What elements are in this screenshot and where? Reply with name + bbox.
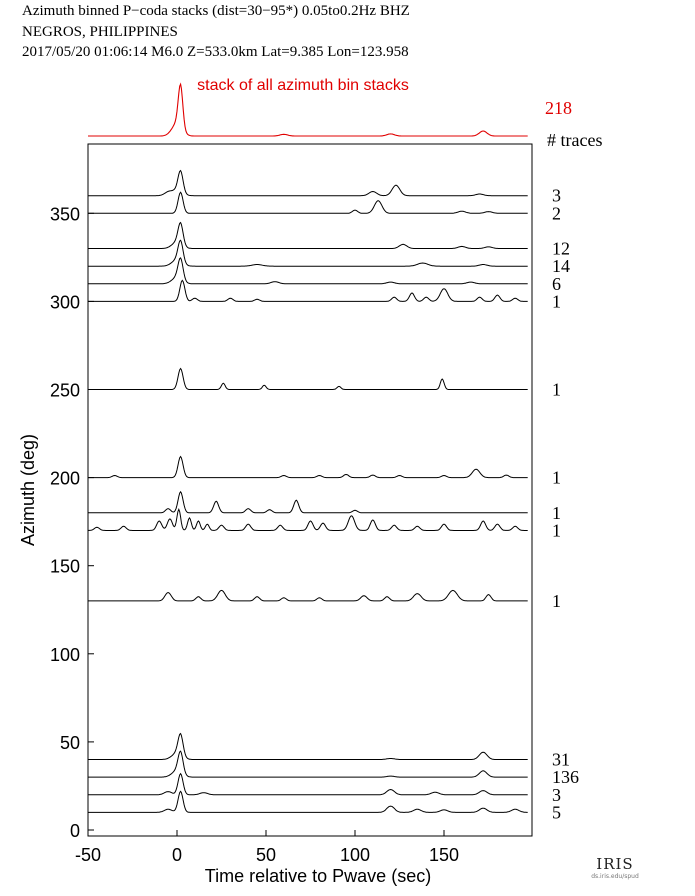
y-tick-label: 0	[70, 821, 80, 841]
trace-count-az-250: 1	[552, 380, 561, 400]
y-tick-label: 50	[60, 733, 80, 753]
iris-logo-url: ds.iris.edu/spud	[591, 873, 639, 880]
iris-logo-text: IRIS	[596, 855, 634, 873]
trace-az-320	[88, 239, 528, 267]
trace-count-az-350: 2	[552, 203, 561, 223]
trace-count-az-170: 1	[552, 520, 561, 540]
trace-az-180	[88, 490, 528, 514]
trace-count-az-300: 1	[552, 291, 561, 311]
trace-az-130	[88, 589, 528, 602]
trace-count-az-310: 6	[552, 274, 561, 294]
trace-count-az-320: 14	[552, 256, 570, 276]
trace-az-30	[88, 750, 528, 778]
stack-count: 218	[545, 98, 572, 118]
x-tick-label: 0	[172, 845, 182, 865]
y-axis-label: Azimuth (deg)	[18, 434, 38, 546]
trace-az-360	[88, 169, 528, 197]
iris-logo: IRIS ds.iris.edu/spud	[590, 855, 640, 885]
y-tick-label: 250	[50, 381, 80, 401]
x-tick-label: -50	[75, 845, 101, 865]
stack-label: stack of all azimuth bin stacks	[197, 77, 409, 94]
y-tick-label: 300	[50, 292, 80, 312]
trace-count-az-30: 136	[552, 767, 579, 787]
x-tick-label: 150	[429, 845, 459, 865]
trace-az-40	[88, 732, 528, 760]
trace-az-350	[88, 191, 528, 214]
count-header: # traces	[547, 130, 602, 150]
y-tick-label: 100	[50, 645, 80, 665]
trace-count-az-360: 3	[552, 186, 561, 206]
x-axis-label: Time relative to Pwave (sec)	[205, 866, 431, 886]
title-line-3: 2017/05/20 01:06:14 M6.0 Z=533.0km Lat=9…	[22, 44, 409, 60]
y-tick-label: 150	[50, 557, 80, 577]
trace-az-250	[88, 367, 528, 390]
title-line-1: Azimuth binned P−coda stacks (dist=30−95…	[22, 3, 410, 19]
trace-az-310	[88, 257, 528, 285]
trace-az-330	[88, 221, 528, 249]
stack-trace	[88, 82, 528, 137]
y-tick-label: 200	[50, 469, 80, 489]
x-tick-label: 100	[340, 845, 370, 865]
trace-az-20	[88, 772, 528, 796]
trace-count-az-180: 1	[552, 503, 561, 523]
trace-count-az-130: 1	[552, 591, 561, 611]
title-line-2: NEGROS, PHILIPPINES	[22, 24, 178, 40]
plot-frame	[87, 143, 533, 837]
trace-az-200	[88, 455, 528, 479]
trace-count-az-200: 1	[552, 468, 561, 488]
trace-az-10	[88, 790, 528, 813]
trace-az-170	[87, 508, 528, 531]
trace-az-300	[88, 279, 528, 302]
trace-count-az-330: 12	[552, 239, 570, 259]
trace-count-az-40: 31	[552, 750, 570, 770]
trace-count-az-10: 5	[552, 802, 561, 822]
y-tick-label: 350	[50, 204, 80, 224]
trace-count-az-20: 3	[552, 785, 561, 805]
x-tick-label: 50	[256, 845, 276, 865]
